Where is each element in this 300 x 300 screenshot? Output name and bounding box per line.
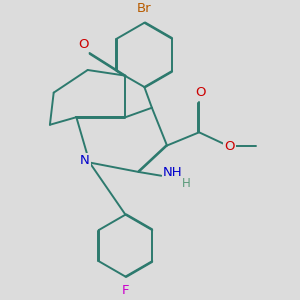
Text: O: O — [196, 86, 206, 99]
Text: F: F — [122, 284, 129, 297]
Text: NH: NH — [163, 166, 182, 179]
Text: Br: Br — [137, 2, 152, 15]
Text: N: N — [80, 154, 90, 167]
Text: H: H — [182, 177, 191, 190]
Text: O: O — [79, 38, 89, 51]
Text: O: O — [224, 140, 235, 153]
